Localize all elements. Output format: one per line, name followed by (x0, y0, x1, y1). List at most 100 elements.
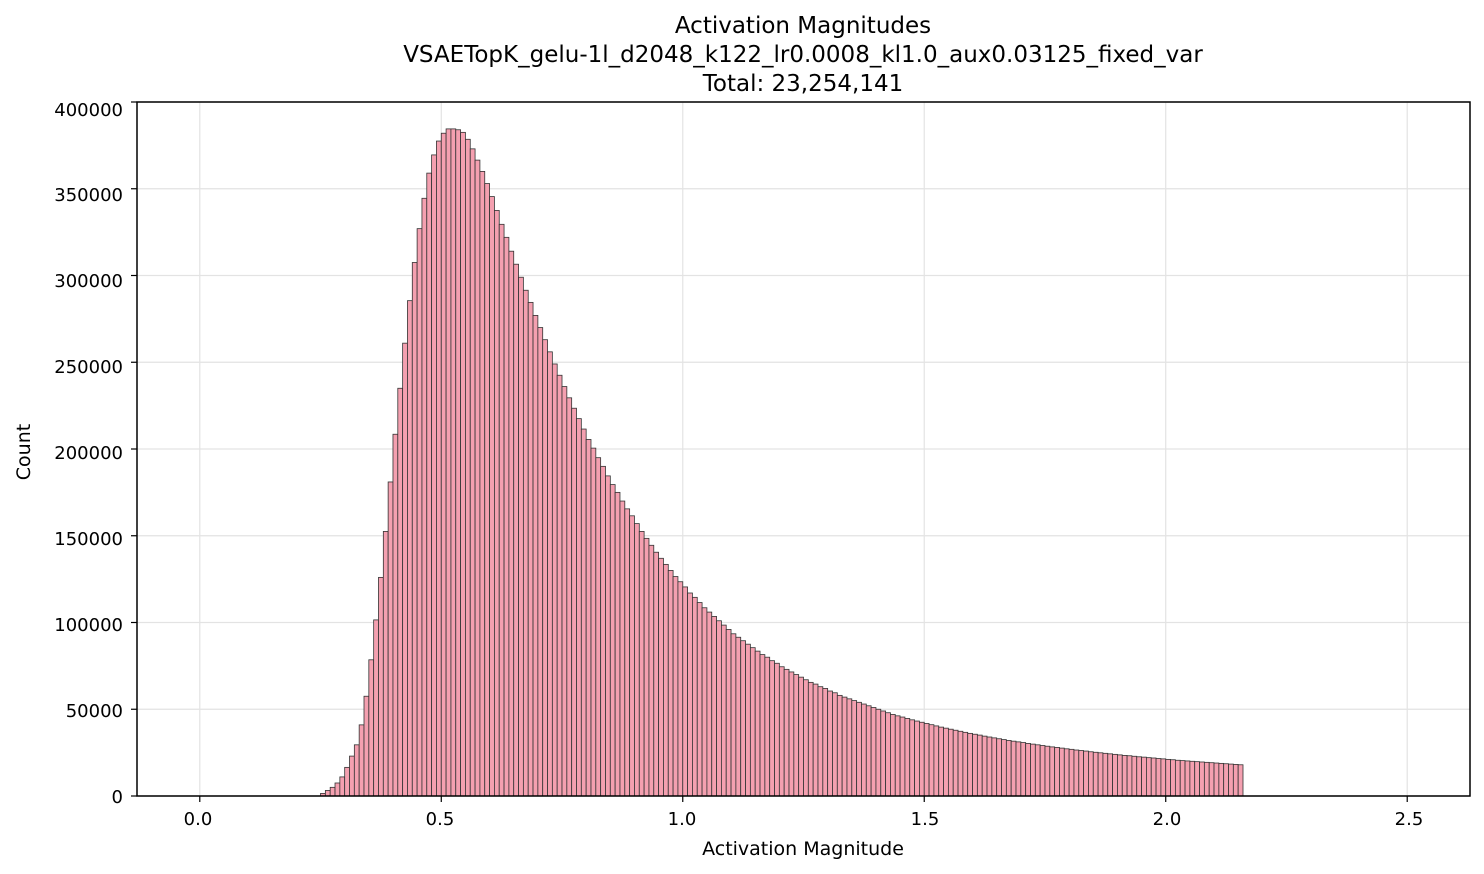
histogram-bar (967, 732, 973, 797)
histogram-bar (947, 728, 954, 797)
histogram-bar (812, 683, 819, 797)
histogram-bar (1203, 761, 1210, 797)
histogram-bar (329, 786, 336, 797)
histogram-bar (334, 782, 341, 797)
histogram-bar (1020, 742, 1027, 797)
histogram-bar (609, 484, 616, 797)
histogram-bar (344, 766, 350, 797)
histogram-bar (382, 531, 389, 797)
histogram-bar (658, 557, 664, 797)
histogram-bar (440, 132, 447, 797)
histogram-bar (353, 744, 360, 797)
histogram-bar (643, 537, 650, 797)
histogram-bar (1213, 762, 1220, 797)
histogram-bar (1179, 760, 1186, 797)
histogram-bar (1146, 757, 1152, 797)
chart-title-line-2: VSAETopK_gelu-1l_d2048_k122_lr0.0008_kl1… (403, 42, 1203, 68)
histogram-bar (1092, 751, 1099, 797)
histogram-bar (580, 428, 587, 797)
histogram-bar (861, 703, 867, 797)
y-tick-label: 300000 (54, 271, 123, 292)
histogram-bar (817, 686, 824, 797)
histogram-bar (1121, 755, 1128, 797)
histogram-bar (1068, 748, 1075, 797)
histogram-bar (532, 314, 539, 797)
histogram-bar (759, 654, 766, 797)
histogram-bar (1150, 757, 1157, 797)
histogram-bar (919, 721, 925, 797)
histogram-bar (1126, 755, 1133, 797)
histogram-bar (933, 725, 940, 797)
histogram-bar (527, 301, 534, 797)
histogram-bar (1025, 743, 1031, 797)
x-tick-label: 2.5 (1395, 809, 1424, 830)
histogram-bar (822, 688, 829, 797)
histogram-bar (469, 148, 476, 797)
histogram-bar (561, 386, 568, 797)
histogram-bar (1223, 763, 1229, 797)
histogram-bar (1232, 764, 1239, 797)
histogram-bar (445, 128, 452, 797)
histogram-bar (803, 679, 809, 797)
histogram-bar (1078, 750, 1085, 797)
histogram-bar (1199, 761, 1205, 797)
y-tick-label: 200000 (54, 443, 123, 464)
histogram-bar (807, 681, 814, 797)
histogram-bar (387, 481, 394, 797)
histogram-bar (1165, 758, 1171, 797)
histogram-bar (1015, 741, 1022, 797)
histogram-bar (402, 342, 408, 797)
x-axis-label: Activation Magnitude (702, 838, 904, 860)
histogram-bar (1184, 760, 1191, 797)
histogram-bar (1001, 739, 1007, 797)
histogram-bar (1194, 761, 1200, 797)
histogram-bar (672, 576, 679, 797)
histogram-bar (638, 531, 645, 797)
histogram-bar (1034, 744, 1041, 797)
histogram-bar (875, 708, 882, 797)
histogram-bar (677, 581, 684, 797)
histogram-bar (614, 491, 621, 797)
histogram-bar (740, 640, 746, 797)
histogram-bar (1131, 755, 1138, 797)
histogram-bar (411, 262, 418, 797)
histogram-bar (827, 690, 833, 797)
histogram-bar (537, 327, 544, 797)
histogram-bar (1010, 740, 1017, 797)
histogram-bar (1174, 759, 1181, 797)
histogram-bar (725, 629, 732, 797)
histogram-bar (576, 418, 582, 797)
x-tick-label: 1.5 (911, 809, 940, 830)
y-tick-label: 150000 (54, 529, 123, 550)
histogram-bar (493, 210, 500, 797)
histogram-bar (600, 465, 606, 797)
histogram-bar (324, 790, 331, 797)
histogram-bar (711, 616, 717, 797)
histogram-bar (1039, 745, 1046, 797)
histogram-bar (634, 523, 640, 797)
histogram-bar (1228, 763, 1234, 797)
histogram-bar (551, 363, 558, 797)
histogram-bar (783, 668, 790, 797)
y-tick-label: 100000 (54, 615, 123, 636)
histogram-bar (426, 172, 433, 797)
histogram-bar (653, 551, 660, 797)
histogram-bar (667, 570, 674, 797)
x-tick-label: 0.5 (426, 809, 455, 830)
histogram-bar (952, 729, 959, 797)
histogram-bar (518, 276, 524, 797)
histogram-bar (793, 674, 800, 797)
histogram-bar (692, 596, 698, 797)
histogram-bar (1059, 747, 1065, 797)
histogram-bar (923, 723, 930, 797)
histogram-bar (397, 387, 404, 797)
histogram-bar (595, 457, 602, 797)
histogram-bar (479, 170, 486, 797)
histogram-bar (460, 131, 466, 797)
tick-marks (131, 101, 1408, 802)
histogram-bar (730, 633, 737, 797)
histogram-bar (904, 718, 911, 797)
histogram-bar (769, 660, 775, 797)
histogram-bar (778, 666, 785, 797)
histogram-bar (894, 715, 901, 797)
